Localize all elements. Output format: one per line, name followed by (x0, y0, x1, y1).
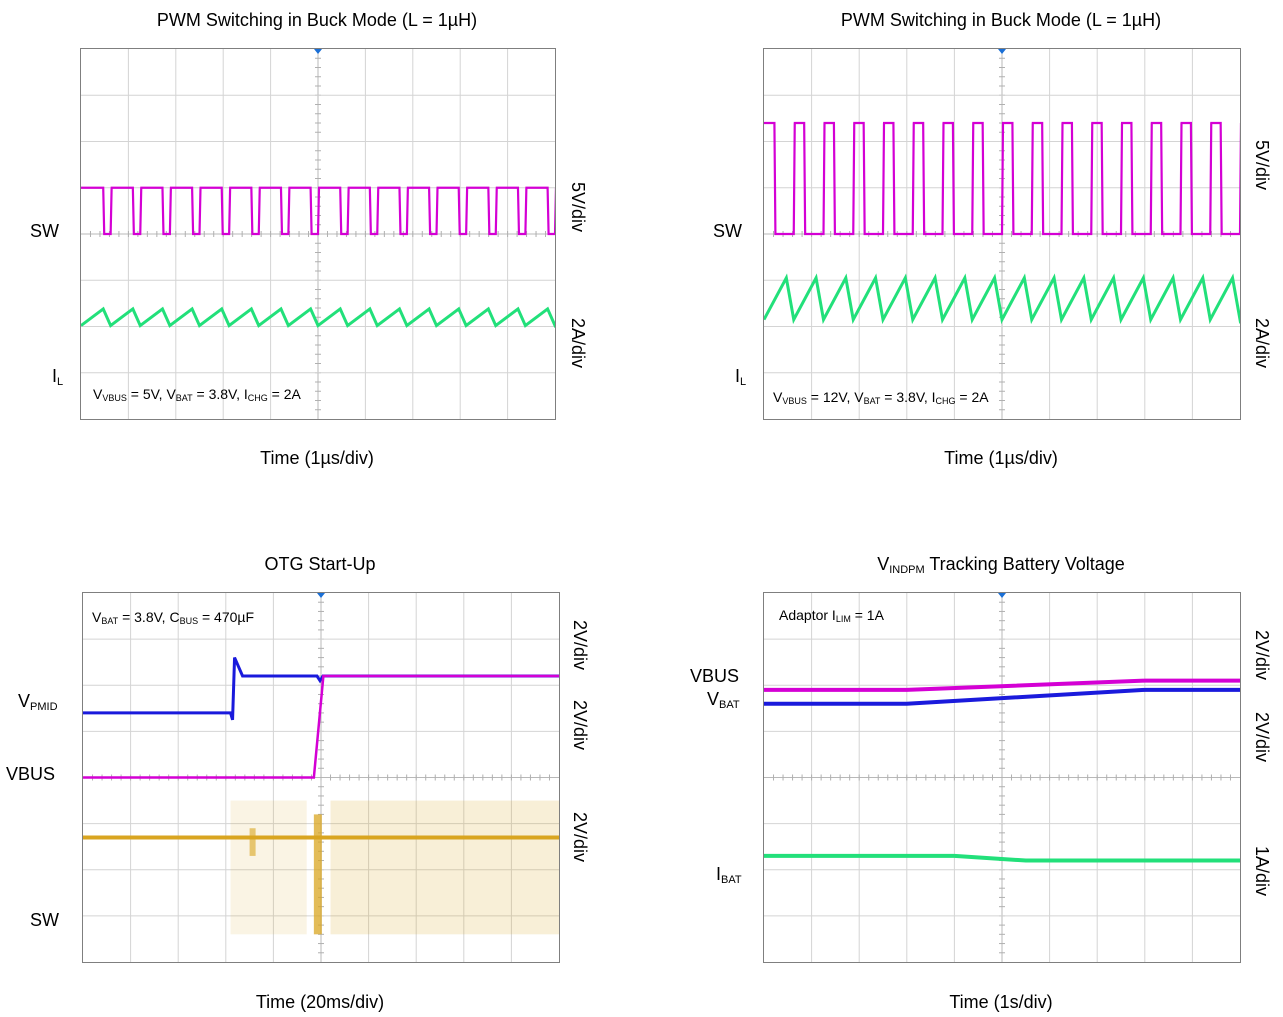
chart4-annotation: Adaptor ILIM = 1A (779, 607, 884, 624)
annotation-subscript: BAT (175, 393, 193, 403)
annotation-subscript: CHG (247, 393, 268, 403)
annotation-text: V (92, 609, 102, 625)
chart4-scale-vbus: 2V/div (1252, 630, 1272, 681)
series-sw-trace (764, 121, 1240, 236)
chart4-channel-label-vbus: VBUS (690, 666, 740, 686)
series-i-l-trace (764, 273, 1240, 325)
chart1-channel-label-il: IL (52, 366, 64, 388)
chart1-svg (81, 49, 555, 419)
chart2-scale-il: 2A/div (1252, 318, 1272, 369)
annotation-text: Adaptor I (779, 607, 836, 623)
chart1-annotation: VVBUS = 5V, VBAT = 3.8V, ICHG = 2A (93, 386, 301, 403)
annotation-subscript: VBUS (782, 396, 807, 406)
annotation-value: = 5V, (126, 386, 167, 402)
annotation-value: = 470µF (198, 609, 255, 625)
chart2-plot-area (763, 48, 1241, 420)
chart3-plot-area (82, 592, 560, 963)
chart1-scale-il: 2A/div (568, 318, 588, 369)
chart3-channel-label-sw: SW (30, 910, 59, 930)
chart2-channel-label-sw: SW (713, 221, 742, 241)
annotation-text: C (169, 609, 180, 625)
annotation-value: = 1A (850, 607, 884, 623)
annotation-text: I (243, 386, 248, 402)
series-i-bat-trace (764, 853, 1240, 863)
annotation-subscript: BAT (863, 396, 881, 406)
series-vbus-trace (83, 674, 559, 779)
chart4-channel-label-ibat: IBAT (716, 864, 742, 886)
chart3-title: OTG Start-Up (264, 554, 376, 574)
annotation-text: V (93, 386, 103, 402)
chart3-channel-label-vpmid: VPMID (18, 691, 58, 713)
annotation-subscript: BAT (101, 616, 119, 626)
annotation-value: = 2A (955, 389, 989, 405)
series-sw-burst (313, 814, 322, 935)
chart1-x-label: Time (1µs/div) (260, 448, 374, 468)
chart2-annotation: VVBUS = 12V, VBAT = 3.8V, ICHG = 2A (773, 389, 989, 406)
annotation-subscript: CHG (935, 396, 956, 406)
chart2-title: PWM Switching in Buck Mode (L = 1µH) (840, 10, 1162, 30)
chart3-x-label: Time (20ms/div) (255, 992, 385, 1012)
chart4-x-label: Time (1s/div) (949, 992, 1053, 1012)
chart4-channel-label-vbat: VBAT (707, 689, 740, 711)
annotation-value: = 12V, (806, 389, 855, 405)
annotation-value: = 3.8V, (192, 386, 244, 402)
chart2-channel-label-il: IL (735, 366, 747, 388)
chart1-title: PWM Switching in Buck Mode (L = 1µH) (156, 10, 478, 30)
chart3-svg (83, 593, 559, 962)
chart4-plot-area (763, 592, 1241, 963)
chart2-svg (764, 49, 1240, 419)
chart4-title: VINDPM Tracking Battery Voltage (877, 554, 1125, 576)
annotation-text: V (166, 386, 176, 402)
annotation-subscript: LIM (835, 614, 851, 624)
chart4-scale-ibat: 1A/div (1252, 846, 1272, 897)
annotation-value: = 2A (267, 386, 301, 402)
trigger-marker (314, 49, 322, 54)
series-v-bat-trace (764, 687, 1240, 706)
chart3-scale-vpmid: 2V/div (570, 620, 590, 671)
chart1-channel-label-sw: SW (30, 221, 59, 241)
chart3-channel-label-vbus: VBUS (6, 764, 56, 784)
series-sw-burst (249, 828, 256, 856)
trigger-marker (998, 593, 1006, 598)
annotation-value: = 3.8V, (118, 609, 170, 625)
series-i-l-trace (81, 306, 555, 328)
annotation-text: I (931, 389, 936, 405)
annotation-text: V (854, 389, 864, 405)
series-sw-envelope (230, 800, 307, 935)
annotation-subscript: VBUS (102, 393, 127, 403)
chart3-scale-sw: 2V/div (570, 812, 590, 863)
trigger-marker (317, 593, 325, 598)
chart4-scale-vbat: 2V/div (1252, 712, 1272, 763)
chart1-plot-area (80, 48, 556, 420)
chart4-svg (764, 593, 1240, 962)
series-sw-envelope (330, 800, 559, 935)
chart2-scale-sw: 5V/div (1252, 140, 1272, 191)
annotation-subscript: BUS (179, 616, 199, 626)
trigger-marker (998, 49, 1006, 54)
chart2-x-label: Time (1µs/div) (944, 448, 1058, 468)
series-sw-trace (81, 186, 555, 236)
chart1-scale-sw: 5V/div (568, 182, 588, 233)
annotation-text: V (773, 389, 783, 405)
chart3-annotation: VBAT = 3.8V, CBUS = 470µF (92, 609, 254, 626)
series-vbus-trace (764, 678, 1240, 692)
annotation-value: = 3.8V, (880, 389, 932, 405)
chart3-scale-vbus: 2V/div (570, 700, 590, 751)
